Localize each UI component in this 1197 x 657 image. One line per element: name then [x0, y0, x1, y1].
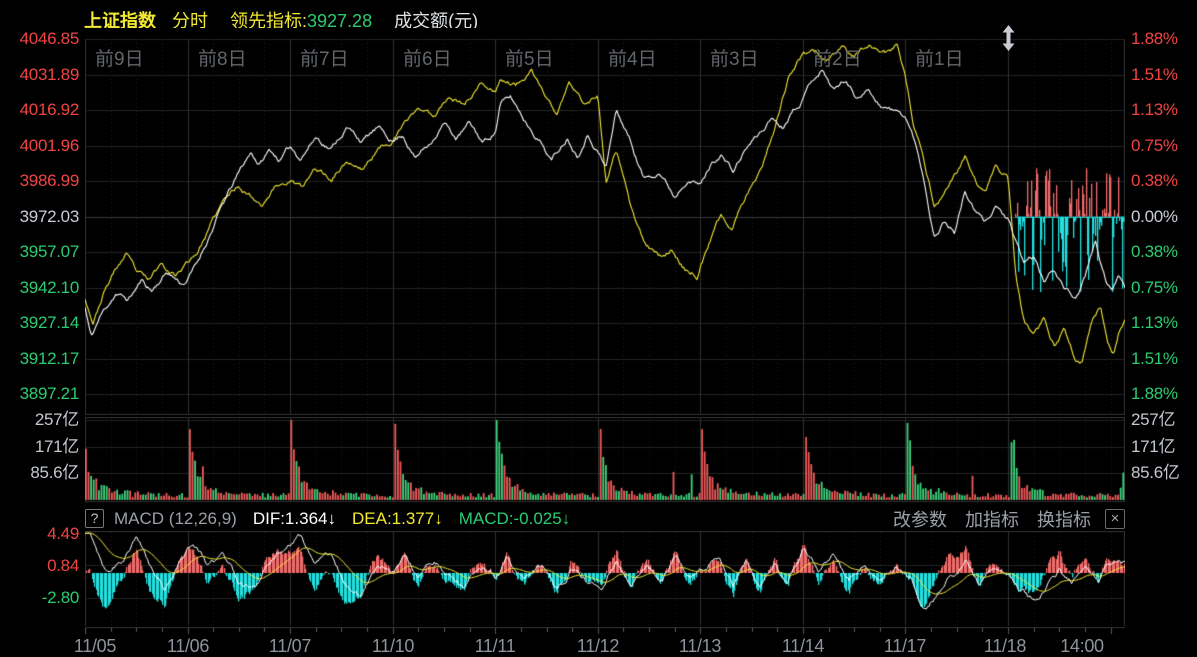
switch-indicator-button[interactable]: 换指标 — [1037, 509, 1091, 530]
x-axis-date-label: 11/07 — [268, 636, 312, 656]
price-axis-label: 3972.03 — [19, 207, 80, 226]
price-axis-label: 3927.14 — [19, 313, 80, 332]
x-axis-date-label: 11/05 — [73, 636, 117, 656]
macd-axis-label: 0.84 — [47, 556, 79, 575]
x-axis-date-label: 11/06 — [166, 636, 210, 656]
close-icon[interactable]: × — [1105, 508, 1125, 529]
x-axis-date-label: 11/10 — [371, 636, 415, 656]
price-axis-label: 3897.21 — [19, 384, 80, 403]
price-axis-label: 3957.07 — [19, 242, 80, 261]
percent-axis-label: 1.88% — [1131, 29, 1178, 48]
day-column-label: 前3日 — [710, 49, 759, 70]
price-axis-label: 4001.96 — [19, 136, 80, 155]
day-column-label: 前7日 — [300, 49, 349, 70]
volume-axis-label: 171亿 — [34, 437, 79, 456]
day-column-label: 前4日 — [608, 49, 657, 70]
macd-axis-label: -2.80 — [41, 588, 80, 607]
day-column-label: 前2日 — [813, 49, 862, 70]
price-chart-canvas[interactable] — [85, 28, 1125, 415]
volume-axis-label: 257亿 — [1131, 410, 1176, 429]
price-axis-label: 3912.17 — [19, 349, 80, 368]
price-axis-label: 3986.99 — [19, 171, 80, 190]
day-column-label: 前8日 — [198, 49, 247, 70]
leading-indicator-value: 3927.28 — [307, 11, 373, 31]
percent-axis-label: 0.38% — [1131, 171, 1178, 190]
price-axis-label: 4046.85 — [19, 29, 80, 48]
current-day-divider-handle[interactable] — [1001, 25, 1016, 51]
x-axis-date-label: 11/17 — [883, 636, 927, 656]
macd-dea-value: DEA:1.377↓ — [351, 508, 443, 528]
percent-axis-label: 1.13% — [1131, 313, 1178, 332]
volume-chart-canvas[interactable] — [85, 417, 1125, 503]
day-column-label: 前1日 — [915, 49, 964, 70]
percent-axis-label: 0.75% — [1131, 136, 1178, 155]
percent-axis-label: 1.51% — [1131, 65, 1178, 84]
x-axis-date-label: 11/18 — [983, 636, 1027, 656]
turnover-label: 成交额(元) — [394, 11, 479, 31]
macd-hist-value: MACD:-0.025↓ — [458, 508, 571, 528]
day-column-label: 前6日 — [403, 49, 452, 70]
tab-minute-chart[interactable]: 分时 — [172, 11, 208, 31]
x-axis-date-label: 11/14 — [781, 636, 825, 656]
up-down-arrow-icon — [1002, 25, 1015, 51]
x-axis-date-label: 11/13 — [678, 636, 722, 656]
chart-header: 上证指数 分时 领先指标: 3927.28 成交额(元) — [84, 7, 478, 33]
day-column-label: 前9日 — [95, 49, 144, 70]
volume-axis-label: 85.6亿 — [1131, 463, 1180, 482]
symbol-name: 上证指数 — [84, 11, 156, 31]
percent-axis-label: 0.75% — [1131, 278, 1178, 297]
x-axis-date-label: 11/12 — [576, 636, 620, 656]
x-axis-ticks — [85, 627, 1125, 637]
price-axis-label: 3942.10 — [19, 278, 80, 297]
macd-dif-value: DIF:1.364↓ — [252, 508, 336, 528]
price-axis-label: 4031.89 — [19, 65, 80, 84]
macd-chart-canvas[interactable] — [85, 531, 1125, 627]
percent-axis-label: 0.38% — [1131, 242, 1178, 261]
percent-axis-label: 1.51% — [1131, 349, 1178, 368]
macd-axis-label: 4.49 — [47, 524, 79, 543]
help-icon[interactable]: ? — [85, 509, 104, 528]
day-column-label: 前5日 — [505, 49, 554, 70]
change-params-button[interactable]: 改参数 — [893, 509, 947, 530]
leading-indicator-label: 领先指标: — [230, 11, 308, 31]
percent-axis-label: 1.88% — [1131, 384, 1178, 403]
macd-toolbar: ? MACD (12,26,9) DIF:1.364↓ DEA:1.377↓ M… — [85, 506, 1125, 531]
add-indicator-button[interactable]: 加指标 — [965, 509, 1019, 530]
price-axis-label: 4016.92 — [19, 100, 80, 119]
volume-axis-label: 171亿 — [1131, 437, 1176, 456]
x-axis-date-label: 11/11 — [474, 636, 516, 656]
macd-indicator-name: MACD (12,26,9) — [114, 508, 237, 528]
indicator-actions: 改参数 加指标 换指标 — [893, 506, 1091, 532]
x-axis-time-label: 14:00 — [1060, 636, 1104, 656]
percent-axis-label: 1.13% — [1131, 100, 1178, 119]
volume-axis-label: 257亿 — [34, 410, 79, 429]
volume-axis-label: 85.6亿 — [30, 463, 79, 482]
percent-axis-label: 0.00% — [1131, 207, 1178, 226]
